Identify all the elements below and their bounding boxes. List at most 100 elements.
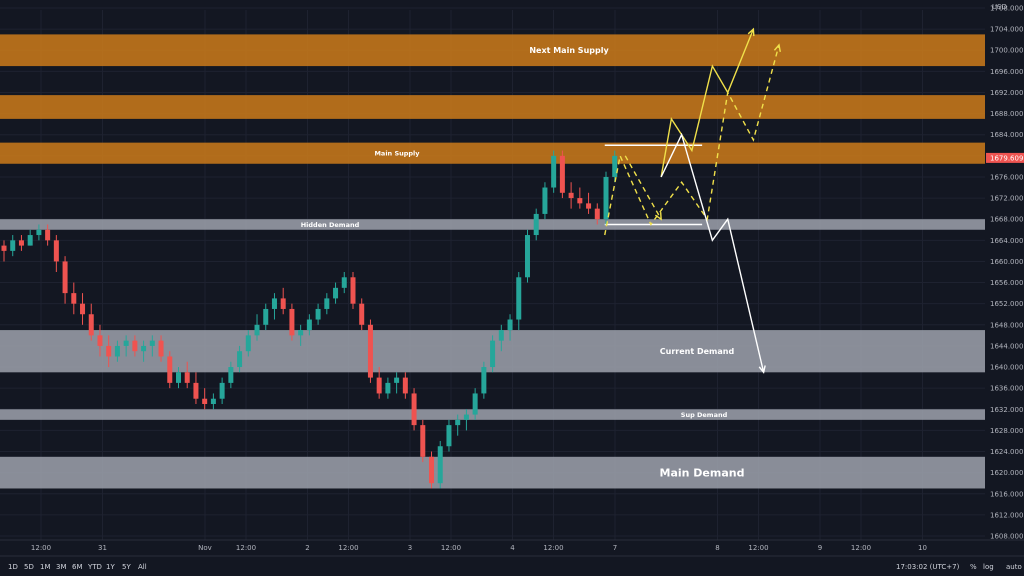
price-tick-label: 1708.000: [990, 5, 1023, 13]
timeframe-button[interactable]: 3M: [56, 563, 67, 571]
zone-label: Main Demand: [660, 466, 745, 479]
candle: [280, 298, 286, 309]
candle: [271, 298, 277, 309]
timeframe-button[interactable]: YTD: [87, 563, 102, 571]
timeframe-button[interactable]: 1M: [40, 563, 51, 571]
time-tick-label: 12:00: [543, 544, 563, 552]
candle: [577, 198, 583, 204]
candle: [481, 367, 487, 394]
candle: [446, 425, 452, 447]
clock-readout: 17:03:02 (UTC+7): [896, 563, 960, 571]
time-tick-label: 31: [98, 544, 107, 552]
candle: [149, 340, 155, 346]
timeframe-button[interactable]: 1Y: [106, 563, 115, 571]
price-tick-label: 1612.000: [990, 511, 1023, 519]
projection-path: [624, 155, 662, 220]
candle: [53, 240, 59, 262]
time-tick-label: Nov: [198, 544, 212, 552]
price-tick-label: 1608.000: [990, 533, 1023, 541]
bottom-toolbar: 17:03:02 (UTC+7) 1D 5D 1M 3M 6M YTD 1Y 5Y All% lo…: [0, 555, 1024, 571]
candle: [603, 176, 609, 220]
candle: [612, 155, 618, 177]
price-tick-label: 1636.000: [990, 385, 1023, 393]
timeframe-button[interactable]: 5Y: [122, 563, 131, 571]
price-tick-label: 1616.000: [990, 490, 1023, 498]
candle: [10, 240, 16, 251]
timeframe-button[interactable]: All: [138, 563, 147, 571]
currency-label: USD: [992, 3, 1007, 11]
last-price-tag: [986, 152, 1024, 163]
candle: [455, 419, 461, 426]
timeframe-button[interactable]: 1D: [8, 563, 18, 571]
timeframe-button[interactable]: 5D: [24, 563, 34, 571]
scale-option-percent[interactable]: %: [970, 563, 977, 571]
price-tick-label: 1696.000: [990, 68, 1023, 76]
candle: [568, 192, 574, 199]
candle: [62, 261, 68, 294]
candle: [237, 351, 243, 368]
timeframe-button[interactable]: 6M: [72, 563, 83, 571]
candle: [254, 324, 260, 336]
axis-background: [985, 0, 1024, 548]
candle: [507, 319, 513, 331]
candle: [411, 393, 417, 426]
candle: [559, 155, 565, 193]
candle: [306, 319, 312, 331]
time-tick-label: 2: [305, 544, 309, 552]
zone-band: [0, 34, 985, 67]
price-tick-label: 1668.000: [990, 216, 1023, 224]
time-tick-label: 12:00: [851, 544, 871, 552]
candle: [1, 245, 7, 251]
candle: [106, 345, 112, 357]
candle: [18, 240, 24, 246]
zone-label: Main Supply: [374, 149, 420, 157]
time-axis[interactable]: 12:00 31 Nov 12:00 2 12:00 3 12:00 4 12:00 7 8 12:00…: [0, 539, 1024, 552]
candle: [333, 287, 339, 299]
scale-option-log[interactable]: log: [983, 563, 994, 571]
candle: [36, 229, 42, 236]
candle: [263, 308, 269, 325]
price-tick-label: 1640.000: [990, 364, 1023, 372]
zone-band: [0, 219, 985, 230]
time-tick-label: 3: [408, 544, 412, 552]
candle: [193, 382, 199, 399]
time-tick-label: 12:00: [748, 544, 768, 552]
zone-label: Hidden Demand: [301, 221, 360, 229]
zone-band: [0, 95, 985, 119]
candle: [324, 298, 330, 309]
arrow-head: [758, 365, 766, 374]
price-tick-label: 1672.000: [990, 195, 1023, 203]
horizontal-lines: [604, 144, 703, 226]
candle: [289, 308, 295, 336]
scale-option-auto[interactable]: auto: [1006, 563, 1022, 571]
candle: [542, 187, 548, 214]
candle: [376, 377, 382, 394]
price-tick-label: 1620.000: [990, 469, 1023, 477]
candle: [586, 203, 592, 209]
price-tick-label: 1644.000: [990, 342, 1023, 350]
zone-band: [0, 456, 985, 489]
price-tick-label: 1656.000: [990, 279, 1023, 287]
candle: [184, 372, 190, 383]
candle: [27, 235, 33, 246]
candle: [245, 335, 251, 352]
candle: [202, 398, 208, 404]
candle: [551, 155, 557, 188]
price-tick-label: 1632.000: [990, 406, 1023, 414]
zones: Next Main Supply Main Supply Hidden Demand…: [0, 34, 985, 489]
candle: [533, 213, 539, 236]
zone-label: Current Demand: [660, 347, 735, 356]
candle: [490, 340, 496, 368]
candle: [88, 314, 94, 336]
time-tick-label: 12:00: [441, 544, 461, 552]
candle: [175, 372, 181, 383]
candle: [437, 446, 443, 484]
candle: [402, 377, 408, 394]
time-tick-label: 10: [918, 544, 927, 552]
price-tick-label: 1692.000: [990, 89, 1023, 97]
zone-band: [0, 142, 985, 164]
last-price-label: 1679.609: [990, 154, 1023, 162]
candle: [367, 324, 373, 378]
